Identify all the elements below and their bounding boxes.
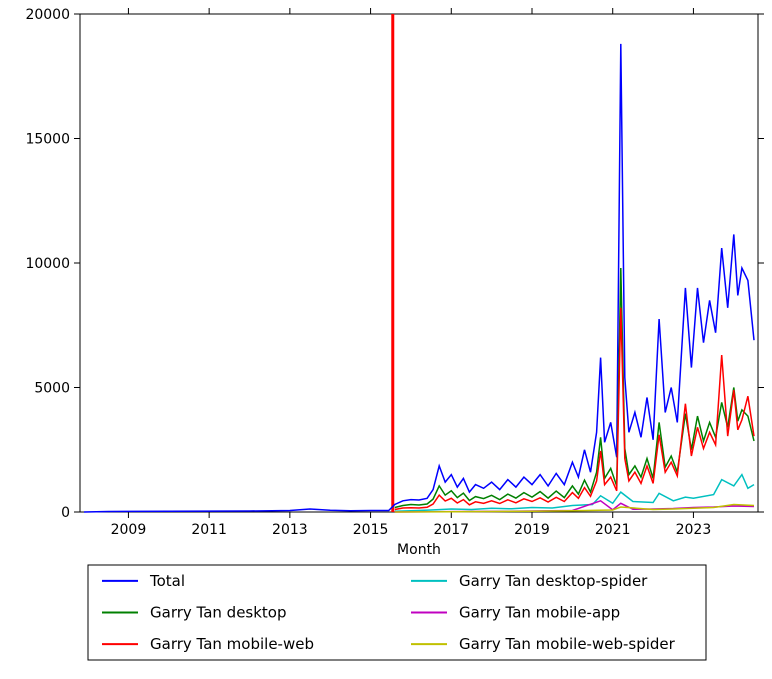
chart-container: { "chart": { "type": "line", "width": 77…	[0, 0, 772, 679]
legend-label: Total	[149, 572, 185, 590]
legend-label: Garry Tan desktop-spider	[459, 572, 648, 590]
legend-label: Garry Tan mobile-web-spider	[459, 635, 676, 653]
y-tick-label: 10000	[25, 256, 70, 272]
series-garry-tan-desktop	[395, 268, 754, 508]
x-axis-title: Month	[397, 542, 441, 558]
line-chart: 0 5000 10000 15000 20000 2009 2011 2013 2015 2017…	[0, 0, 772, 679]
series-garry-tan-mobile-web	[395, 308, 754, 510]
y-tick-label: 15000	[25, 132, 70, 148]
x-tick-label: 2019	[514, 522, 550, 538]
plot-area	[80, 14, 758, 512]
y-tick-label: 20000	[25, 7, 70, 23]
x-tick-label: 2015	[353, 522, 389, 538]
y-tick-label: 0	[61, 505, 70, 521]
series-total	[84, 44, 754, 512]
x-tick-label: 2017	[433, 522, 469, 538]
x-tick-label: 2021	[595, 522, 631, 538]
legend-label: Garry Tan mobile-app	[459, 604, 620, 622]
legend-label: Garry Tan desktop	[150, 604, 287, 622]
x-tick-label: 2013	[272, 522, 308, 538]
x-tick-label: 2009	[111, 522, 147, 538]
y-tick-label: 5000	[34, 381, 70, 397]
legend-label: Garry Tan mobile-web	[150, 635, 314, 653]
x-tick-label: 2023	[676, 522, 712, 538]
x-tick-label: 2011	[191, 522, 227, 538]
